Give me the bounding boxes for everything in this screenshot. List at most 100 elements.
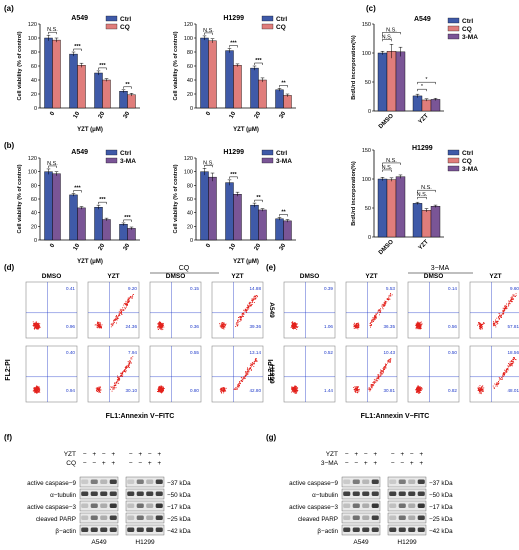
flow-plot: 5.53 36.35 (345, 281, 398, 339)
blot-membrane (79, 476, 119, 488)
legend-swatch (447, 157, 460, 164)
treatment-label: 3−MA (321, 460, 339, 467)
bar (69, 53, 78, 109)
flow-plot-frame (87, 345, 140, 403)
blot-band (417, 527, 425, 532)
significance-bracket (98, 67, 107, 70)
cell-line-label: H1299 (135, 539, 155, 546)
blot-band (127, 515, 135, 520)
bar (200, 37, 209, 109)
treatment-sign: − (83, 460, 87, 467)
x-tick-label: 20 (254, 110, 263, 119)
blot-band (90, 515, 98, 520)
blot-band (417, 503, 425, 508)
blot-band (408, 527, 416, 532)
blot-band (408, 503, 416, 508)
legend-label: CQ (276, 24, 286, 31)
treatment-sign: − (129, 451, 133, 458)
bar (119, 224, 128, 241)
blot-strip (387, 500, 427, 512)
blot-band (352, 479, 360, 484)
significance-label: *** (255, 58, 262, 64)
bar (412, 95, 423, 112)
x-tick-label: 0 (205, 110, 212, 116)
bar (77, 207, 86, 241)
significance-bracket (204, 165, 213, 168)
blot-band (146, 479, 154, 484)
cell-line-label: A549 (71, 149, 88, 156)
quadrant-value-upper: 7.94 (128, 350, 137, 355)
flow-plot-frame (149, 281, 202, 339)
flow-column-label: YZT (365, 273, 377, 280)
blot-band (417, 479, 425, 484)
x-tick-label: 0 (205, 242, 212, 248)
quadrant-value-lower: 57.81 (508, 324, 519, 329)
flow-events (290, 321, 299, 330)
x-tick-label: 30 (279, 110, 288, 119)
flow-plot: 18.56 48.01 (469, 345, 519, 403)
quadrant-value-lower: 24.36 (126, 324, 138, 329)
y-tick-label: 0 (34, 238, 37, 244)
blot-band (352, 527, 360, 532)
panel-label-a: (a) (4, 4, 14, 13)
blot-strip (79, 512, 119, 524)
blot-band (100, 479, 108, 484)
significance-bracket (279, 214, 288, 217)
blot-band (362, 515, 370, 520)
blot-strip (79, 500, 119, 512)
blot-strip (387, 524, 427, 536)
y-tick-label: 60 (31, 197, 37, 203)
blot-strip (125, 512, 165, 524)
blot-membrane (341, 476, 381, 488)
y-tick-label: 100 (184, 36, 193, 42)
treatment-sign: + (354, 451, 358, 458)
blot-band (371, 491, 379, 496)
flow-events (94, 294, 134, 329)
protein-label: α−tubulin (312, 492, 338, 499)
y-tick-label: 150 (362, 22, 371, 28)
x-tick-label: YZT (418, 239, 430, 251)
flow-plot-frame (211, 345, 264, 403)
treatment-sign: − (102, 451, 106, 458)
blot-band (362, 491, 370, 496)
blot-band (127, 527, 135, 532)
quadrant-value-upper: 10.43 (384, 350, 396, 355)
flow-plot: 0.39 1.06 (283, 281, 336, 339)
blot-band (81, 491, 89, 496)
legend-swatch (105, 157, 118, 164)
bar (395, 51, 406, 112)
cell-line-label: H1299 (397, 539, 417, 546)
flow-events (415, 385, 423, 395)
blot-band (389, 479, 397, 484)
blot-strip (341, 524, 381, 536)
x-tick-label: 20 (254, 242, 263, 251)
protein-label: α−tubulin (50, 492, 76, 499)
significance-label: N.S. (203, 160, 214, 166)
molecular-weight-label: −37 kDa (167, 480, 191, 487)
flow-plot: 0.41 0.96 (25, 281, 78, 339)
bar (44, 171, 53, 241)
blot-band (90, 479, 98, 484)
bar (395, 176, 406, 238)
blot-band (362, 503, 370, 508)
significance-label: *** (230, 41, 237, 47)
bar (102, 219, 111, 241)
treatment-sign: + (419, 451, 423, 458)
treatment-sign: + (400, 451, 404, 458)
bar (377, 178, 388, 238)
bar (94, 72, 103, 109)
blot-membrane (387, 488, 427, 500)
flow-plot: 0.15 0.36 (149, 281, 202, 339)
flow-plot: 0.50 0.82 (407, 345, 460, 403)
x-tick-label: 20 (98, 110, 107, 119)
bar (430, 206, 441, 238)
quadrant-value-lower: 1.06 (324, 324, 333, 329)
panel-label-b: (b) (4, 141, 15, 150)
flow-plot: 0.55 0.80 (149, 345, 202, 403)
blot-band (389, 503, 397, 508)
significance-bracket (123, 86, 132, 89)
blot-strip (125, 488, 165, 500)
y-tick-label: 60 (187, 197, 193, 203)
